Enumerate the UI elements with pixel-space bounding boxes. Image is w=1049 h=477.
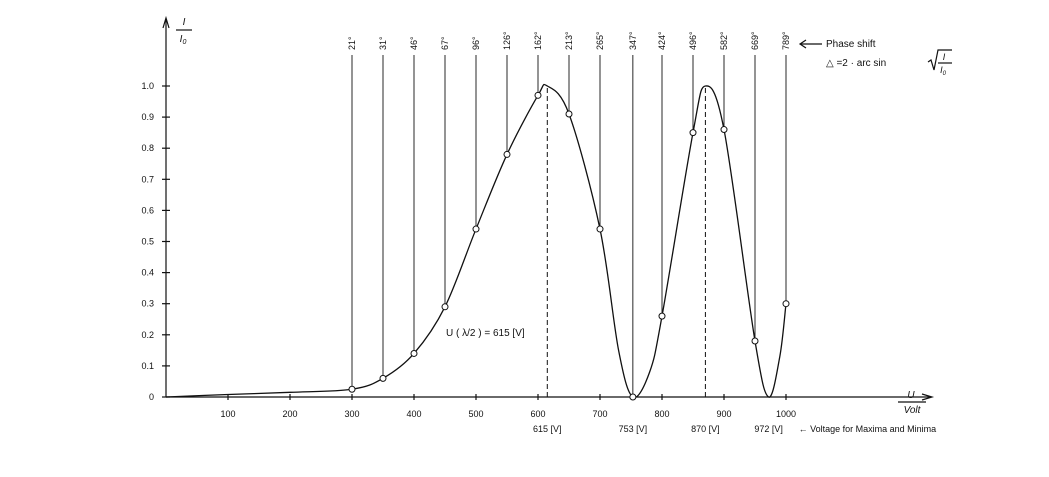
phase-label: 67° (440, 36, 450, 50)
half-wavelength-annotation: U ( λ/2 ) = 615 [V] (446, 328, 525, 339)
phase-legend-arrow (798, 39, 822, 49)
y-tick-label: 0.6 (141, 205, 154, 215)
x-axis-label-denominator: Volt (904, 405, 922, 416)
phase-label: 789° (781, 31, 791, 50)
data-point (751, 337, 759, 345)
phase-label: 96° (471, 36, 481, 50)
extremum-label: 870 [V] (691, 424, 720, 434)
phase-formula-subscript: 0 (943, 71, 947, 77)
y-axis-arrow (162, 15, 170, 29)
phase-label: 265° (595, 31, 605, 50)
data-point (596, 225, 604, 233)
x-tick-label: 100 (220, 409, 235, 419)
y-tick-label: 0.7 (141, 174, 154, 184)
y-tick-label: 0.9 (141, 112, 154, 122)
data-point (379, 374, 387, 382)
data-point (689, 129, 697, 137)
phase-lines (351, 55, 787, 397)
y-tick-label: 0.8 (141, 143, 154, 153)
extrema-note: ← Voltage for Maxima and Minima (799, 424, 937, 434)
phase-label: 31° (378, 36, 388, 50)
y-tick-label: 0.3 (141, 299, 154, 309)
data-point (348, 385, 356, 393)
x-tick-label: 600 (530, 409, 545, 419)
data-point (629, 393, 637, 401)
y-tick-label: 0.1 (141, 361, 154, 371)
x-tick-label: 1000 (776, 409, 796, 419)
data-point (658, 312, 666, 320)
y-axis-label-subscript: 0 (182, 39, 186, 46)
extremum-label: 972 [V] (754, 424, 783, 434)
y-axis-label-numerator: I (183, 17, 186, 28)
y-tick-label: 0.2 (141, 330, 154, 340)
data-point (534, 91, 542, 99)
data-point (782, 300, 790, 308)
x-tick-label: 300 (344, 409, 359, 419)
phase-label: 126° (502, 31, 512, 50)
data-point (720, 126, 728, 134)
x-axis-arrow (921, 393, 935, 401)
data-point (441, 303, 449, 311)
axes: 0 0.1 0.2 0.3 0.4 0.5 0.6 0.7 0.8 0.9 1.0 100 200 300… (141, 15, 935, 419)
x-tick-label: 800 (654, 409, 669, 419)
x-tick-label: 700 (592, 409, 607, 419)
phase-label: 46° (409, 36, 419, 50)
x-tick-label: 200 (282, 409, 297, 419)
phase-formula-root (927, 49, 952, 71)
phase-formula-numerator: I (943, 52, 946, 62)
phase-label: 21° (347, 36, 357, 50)
phase-label: 162° (533, 31, 543, 50)
x-tick-label: 400 (406, 409, 421, 419)
extremum-label: 615 [V] (533, 424, 562, 434)
phase-shift-title: Phase shift (826, 39, 876, 50)
phase-formula-prefix: △ =2 · arc sin (826, 58, 886, 69)
data-point (472, 225, 480, 233)
phase-label: 582° (719, 31, 729, 50)
x-tick-label: 500 (468, 409, 483, 419)
y-tick-label: 0 (149, 392, 154, 402)
y-tick-label: 0.5 (141, 237, 154, 247)
phase-label: 213° (564, 31, 574, 50)
phase-formula-denominator: I0 (940, 65, 947, 77)
data-point (565, 110, 573, 118)
y-tick-label: 0.4 (141, 268, 154, 278)
x-tick-label: 900 (716, 409, 731, 419)
data-point (410, 349, 418, 357)
points-layer (348, 91, 790, 401)
y-axis-label-denominator: I0 (180, 34, 187, 46)
phase-label: 347° (628, 31, 638, 50)
extremum-label: 753 [V] (619, 424, 648, 434)
phase-label: 424° (657, 31, 667, 50)
x-axis-label-numerator: U (907, 390, 915, 401)
phase-label: 669° (750, 31, 760, 50)
data-point (503, 150, 511, 158)
phase-label: 496° (688, 31, 698, 50)
y-tick-label: 1.0 (141, 81, 154, 91)
